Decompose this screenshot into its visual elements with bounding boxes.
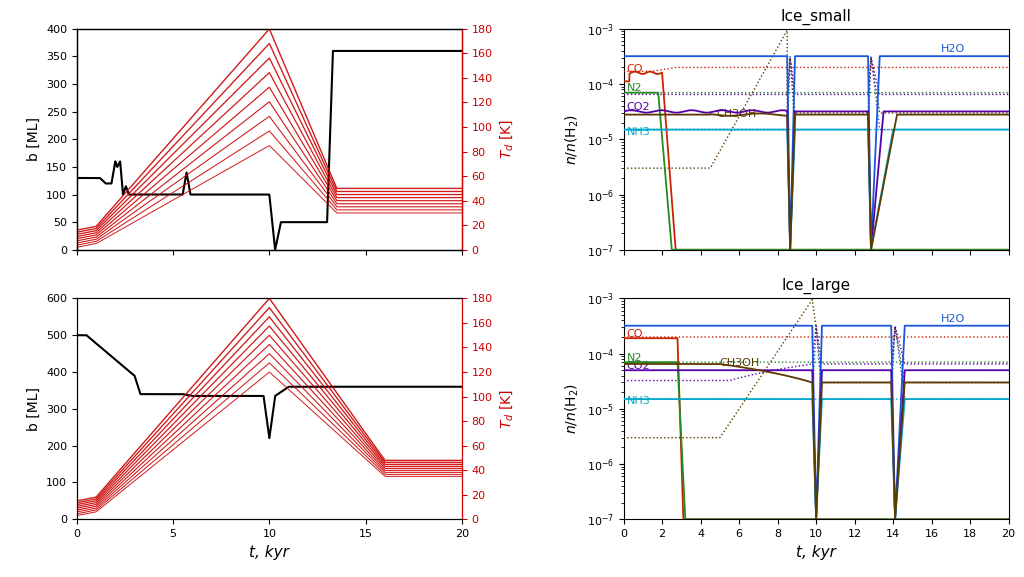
Title: Ice_small: Ice_small [780, 9, 852, 25]
Y-axis label: b [ML]: b [ML] [27, 117, 40, 162]
Text: H2O: H2O [941, 313, 966, 324]
Text: CO2: CO2 [627, 361, 650, 371]
Text: NH3: NH3 [627, 127, 650, 137]
Text: N2: N2 [627, 83, 642, 93]
Text: CO: CO [627, 64, 643, 74]
Text: N2: N2 [627, 353, 642, 362]
Text: H2O: H2O [941, 44, 966, 54]
X-axis label: t, kyr: t, kyr [797, 545, 836, 560]
X-axis label: t, kyr: t, kyr [250, 545, 289, 560]
Text: CO2: CO2 [627, 102, 650, 112]
Y-axis label: b [ML]: b [ML] [27, 387, 40, 431]
Text: CH3OH: CH3OH [720, 358, 760, 368]
Y-axis label: $n/n({\rm H_2})$: $n/n({\rm H_2})$ [563, 383, 581, 434]
Title: Ice_large: Ice_large [781, 278, 851, 294]
Text: CH3OH: CH3OH [716, 109, 757, 119]
Text: CO: CO [627, 329, 643, 339]
Y-axis label: $n/n({\rm H_2})$: $n/n({\rm H_2})$ [563, 114, 581, 165]
Y-axis label: $T_d$ [K]: $T_d$ [K] [499, 119, 515, 159]
Y-axis label: $T_d$ [K]: $T_d$ [K] [499, 389, 515, 429]
Text: NH3: NH3 [627, 396, 650, 406]
